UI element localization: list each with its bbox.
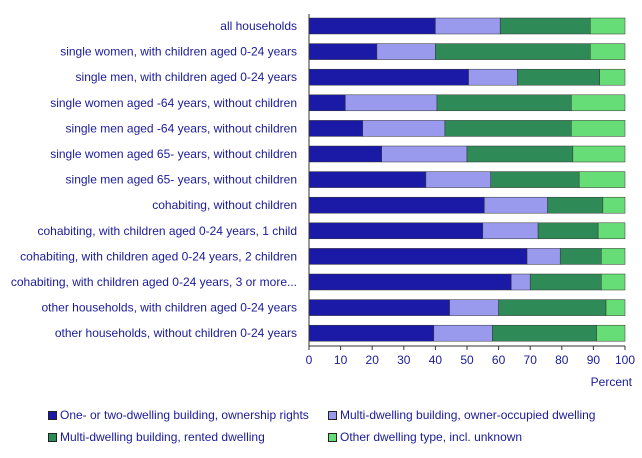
bar-segment (345, 94, 438, 112)
x-tick-label: 100 (615, 353, 635, 367)
bar-segment (308, 324, 435, 342)
bar-segment (308, 17, 436, 35)
bar-segment (376, 43, 436, 60)
bar-segment (425, 171, 491, 188)
bar-segment (482, 222, 539, 240)
legend-item: Multi-dwelling building, rented dwelling (48, 430, 265, 444)
legend-item: Multi-dwelling building, owner-occupied … (328, 408, 595, 422)
bar-segment (571, 94, 626, 112)
bar-segment (547, 196, 604, 214)
stacked-bar-chart: all households single women, with childre… (11, 14, 635, 389)
bar-segment (435, 43, 591, 60)
bar-segment (526, 248, 561, 265)
bar-segment (433, 324, 493, 342)
bar-segment (529, 273, 602, 291)
category-label: cohabiting, with children aged 0-24 year… (38, 224, 298, 238)
bar-segment (308, 171, 427, 188)
bar-segment (602, 196, 626, 214)
bar-segment (308, 299, 450, 316)
category-label: single men, with children aged 0-24 year… (76, 70, 297, 84)
x-tick-label: 80 (555, 353, 569, 367)
bar-segment (381, 145, 468, 163)
bar-segment (601, 273, 626, 291)
legend-label: Other dwelling type, incl. unknown (340, 430, 523, 444)
legend-label: Multi-dwelling building, owner-occupied … (340, 408, 596, 422)
x-tick-label: 20 (366, 353, 380, 367)
category-label: cohabiting, without children (152, 198, 297, 212)
x-tick-label: 0 (306, 353, 313, 367)
category-labels: all households single women, with childre… (11, 19, 297, 340)
category-label: cohabiting, with children aged 0-24 year… (20, 249, 297, 263)
x-tick-label: 30 (397, 353, 411, 367)
bar-segment (308, 248, 528, 265)
bar-segment (601, 248, 626, 265)
bar-segment (490, 171, 580, 188)
legend-swatch (48, 410, 57, 420)
x-axis-title: Percent (591, 375, 633, 389)
bar-segment (308, 43, 378, 60)
bar-segment (589, 17, 626, 35)
x-tick-label: 10 (334, 353, 348, 367)
bar-segment (308, 222, 484, 240)
category-label: single men aged 65- years, without child… (66, 173, 297, 187)
x-tick-label: 50 (460, 353, 474, 367)
legend-item: Other dwelling type, incl. unknown (328, 430, 522, 444)
bar-segment (510, 273, 531, 291)
bar-segment (498, 299, 607, 316)
bar-segment (596, 324, 626, 342)
x-axis: 0 10 20 30 40 50 60 70 80 90 100 (306, 14, 635, 367)
bar-segment (571, 120, 626, 137)
legend-label: One- or two-dwelling building, ownership… (60, 408, 309, 422)
bar-segment (537, 222, 599, 240)
category-label: all households (220, 19, 297, 33)
bar-segment (466, 145, 574, 163)
bar-segment (484, 196, 548, 214)
category-label: other households, with children aged 0-2… (42, 301, 298, 315)
legend-swatch (48, 432, 57, 442)
category-label: cohabiting, with children aged 0-24 year… (11, 275, 297, 289)
bar-segment (449, 299, 499, 316)
bar-segment (517, 68, 600, 86)
bar-segment (308, 273, 512, 291)
bar-segment (468, 68, 518, 86)
bar-segment (444, 120, 572, 137)
bar-segment (435, 17, 501, 35)
x-tick-label: 40 (429, 353, 443, 367)
legend-label: Multi-dwelling building, rented dwelling (60, 430, 265, 444)
bar-segment (308, 196, 485, 214)
bar-segment (589, 43, 626, 60)
legend-item: One- or two-dwelling building, ownership… (48, 408, 309, 422)
bar-segment (572, 145, 626, 163)
bar-segment (605, 299, 626, 316)
category-label: other households, without children 0-24 … (55, 326, 297, 340)
bar-segment (499, 17, 591, 35)
category-label: single women, with children aged 0-24 ye… (60, 45, 297, 59)
bar-segment (597, 222, 626, 240)
bar-segment (436, 94, 572, 112)
category-label: single men aged -64 years, without child… (66, 121, 297, 135)
x-tick-label: 60 (492, 353, 506, 367)
bar-segment (578, 171, 626, 188)
x-tick-label: 90 (587, 353, 601, 367)
bar-segment (492, 324, 597, 342)
bar-segment (308, 145, 382, 163)
bar-segment (308, 120, 363, 137)
legend-swatch (328, 432, 337, 442)
bar-segment (599, 68, 626, 86)
bar-segment (308, 94, 346, 112)
bar-segment (559, 248, 602, 265)
legend-swatch (328, 410, 337, 420)
category-label: single women aged -64 years, without chi… (50, 96, 297, 110)
bar-segment (362, 120, 446, 137)
category-label: single women aged 65- years, without chi… (50, 147, 297, 161)
bars-group (308, 17, 626, 342)
bar-segment (308, 68, 469, 86)
x-tick-label: 70 (524, 353, 538, 367)
